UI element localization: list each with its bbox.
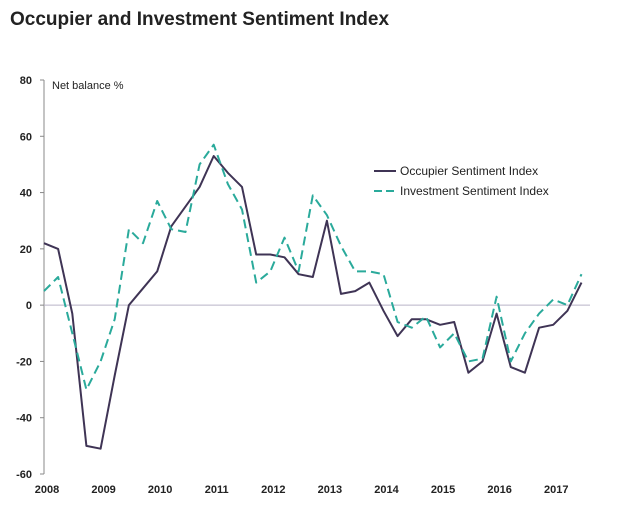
x-tick-label: 2017: [544, 484, 568, 496]
series-line-occupier: [43, 155, 583, 450]
x-tick-label: 2008: [35, 484, 59, 496]
y-tick-label: -40: [16, 413, 32, 425]
x-tick-label: 2010: [148, 484, 172, 496]
legend: Occupier Sentiment Index Investment Senti…: [374, 164, 549, 198]
y-tick-label: -20: [16, 356, 32, 368]
y-tick-label: 40: [20, 188, 32, 200]
y-tick-label: -60: [16, 469, 32, 481]
series-line-investment: [43, 143, 583, 391]
series-lines: [43, 143, 583, 450]
y-tick-label: 60: [20, 131, 32, 143]
y-tick-label: 80: [20, 75, 32, 87]
chart-title: Occupier and Investment Sentiment Index: [10, 9, 390, 30]
x-tick-label: 2014: [374, 484, 399, 496]
legend-label-occupier: Occupier Sentiment Index: [400, 164, 538, 178]
x-tick-label: 2016: [487, 484, 511, 496]
x-tick-label: 2012: [261, 484, 285, 496]
y-tick-label: 20: [20, 244, 32, 256]
axes: 80 60 40 20 0 -20 -40 -60 Net balance % 2008 2009 2…: [16, 75, 590, 496]
x-tick-label: 2009: [91, 484, 115, 496]
y-axis-label: Net balance %: [52, 80, 124, 92]
x-tick-label: 2013: [318, 484, 342, 496]
x-tick-label: 2015: [431, 484, 455, 496]
x-tick-label: 2011: [205, 484, 229, 496]
legend-label-investment: Investment Sentiment Index: [400, 184, 549, 198]
y-tick-label: 0: [26, 300, 32, 312]
